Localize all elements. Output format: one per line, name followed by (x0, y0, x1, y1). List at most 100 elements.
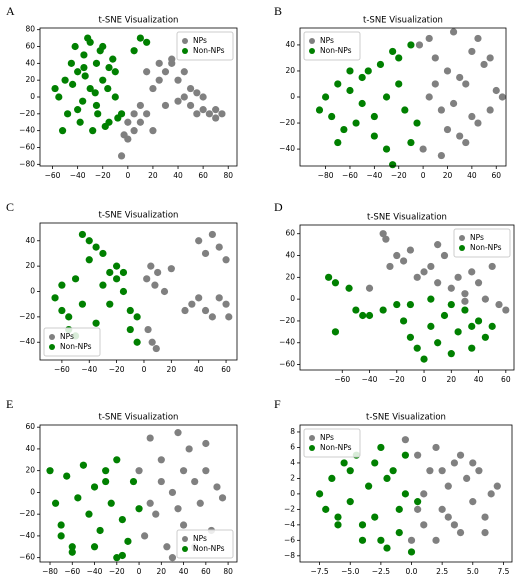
y-tick-label: −80 (19, 159, 35, 168)
panel-label: C (6, 200, 14, 214)
point (469, 459, 477, 467)
point (208, 313, 216, 321)
point (147, 262, 155, 270)
point (401, 490, 409, 498)
point (474, 119, 482, 127)
point (493, 482, 501, 490)
point (104, 84, 112, 93)
x-tick-label: −60 (64, 567, 80, 576)
x-tick-label: −7.5 (310, 567, 328, 576)
y-tick-label: 40 (25, 58, 35, 67)
y-tick-label: 20 (25, 261, 35, 270)
point (426, 467, 434, 475)
point (94, 110, 102, 118)
y-tick-label: −40 (279, 144, 295, 153)
point (51, 84, 59, 93)
point (420, 268, 428, 276)
point (382, 93, 391, 101)
point (346, 498, 354, 506)
point (444, 513, 452, 521)
point (419, 145, 427, 153)
point (174, 505, 182, 513)
point (463, 474, 471, 483)
point (161, 68, 170, 76)
point (321, 93, 330, 101)
point (133, 313, 141, 321)
x-tick-label: 0 (422, 375, 427, 384)
point (365, 311, 374, 320)
point (195, 237, 203, 245)
point (174, 429, 182, 437)
chart-title: t-SNE Visualization (367, 213, 447, 223)
point (498, 93, 506, 101)
x-tick-label: 40 (474, 375, 484, 384)
point (454, 328, 462, 336)
point (99, 76, 107, 84)
point (74, 106, 82, 114)
point (55, 93, 63, 101)
y-tick-label: 8 (290, 427, 295, 436)
point (99, 281, 107, 289)
point (393, 251, 401, 260)
point (370, 112, 378, 121)
legend-label: NPs (193, 534, 207, 543)
panel-label: B (274, 4, 282, 18)
point (346, 67, 354, 75)
point (427, 322, 435, 330)
point (106, 300, 114, 308)
point (401, 451, 409, 459)
x-tick-label: −20 (389, 375, 405, 384)
x-tick-label: −20 (391, 171, 407, 180)
y-tick-label: 6 (290, 442, 295, 451)
point (365, 482, 373, 490)
point (81, 72, 89, 80)
point (117, 152, 126, 160)
y-tick-label: 60 (25, 42, 35, 51)
point (456, 528, 465, 537)
y-tick-label: 2 (290, 473, 295, 482)
series-points (143, 230, 233, 353)
point (431, 54, 439, 62)
y-tick-label: −6 (284, 535, 295, 544)
series-points (315, 41, 421, 169)
point (215, 243, 223, 251)
point (133, 338, 141, 346)
point (488, 322, 496, 330)
point (180, 68, 188, 76)
point (141, 532, 149, 540)
point (359, 311, 367, 320)
chart-title: t-SNE Visualization (366, 413, 446, 423)
point (46, 467, 54, 475)
point (143, 275, 151, 283)
point (315, 106, 324, 114)
point (488, 262, 496, 271)
y-tick-label: 60 (285, 229, 295, 238)
point (111, 68, 119, 76)
point (85, 256, 93, 264)
point (395, 54, 403, 62)
point (58, 127, 67, 135)
y-tick-label: −40 (19, 337, 35, 346)
point (80, 51, 88, 59)
point (450, 459, 459, 467)
point (144, 325, 152, 334)
point (179, 467, 188, 475)
legend-box (453, 228, 511, 258)
point (143, 38, 151, 46)
x-tick-label: 2.5 (436, 567, 448, 576)
point (437, 106, 445, 114)
point (413, 273, 421, 281)
point (119, 287, 128, 296)
legend-marker (182, 546, 188, 552)
x-tick-label: 80 (223, 171, 233, 180)
point (393, 300, 401, 309)
legend-marker (182, 48, 188, 54)
point (64, 110, 72, 118)
legend-marker (182, 38, 188, 44)
legend-marker (309, 38, 315, 44)
x-tick-label: −20 (109, 567, 125, 576)
point (431, 80, 439, 88)
point (395, 505, 403, 513)
